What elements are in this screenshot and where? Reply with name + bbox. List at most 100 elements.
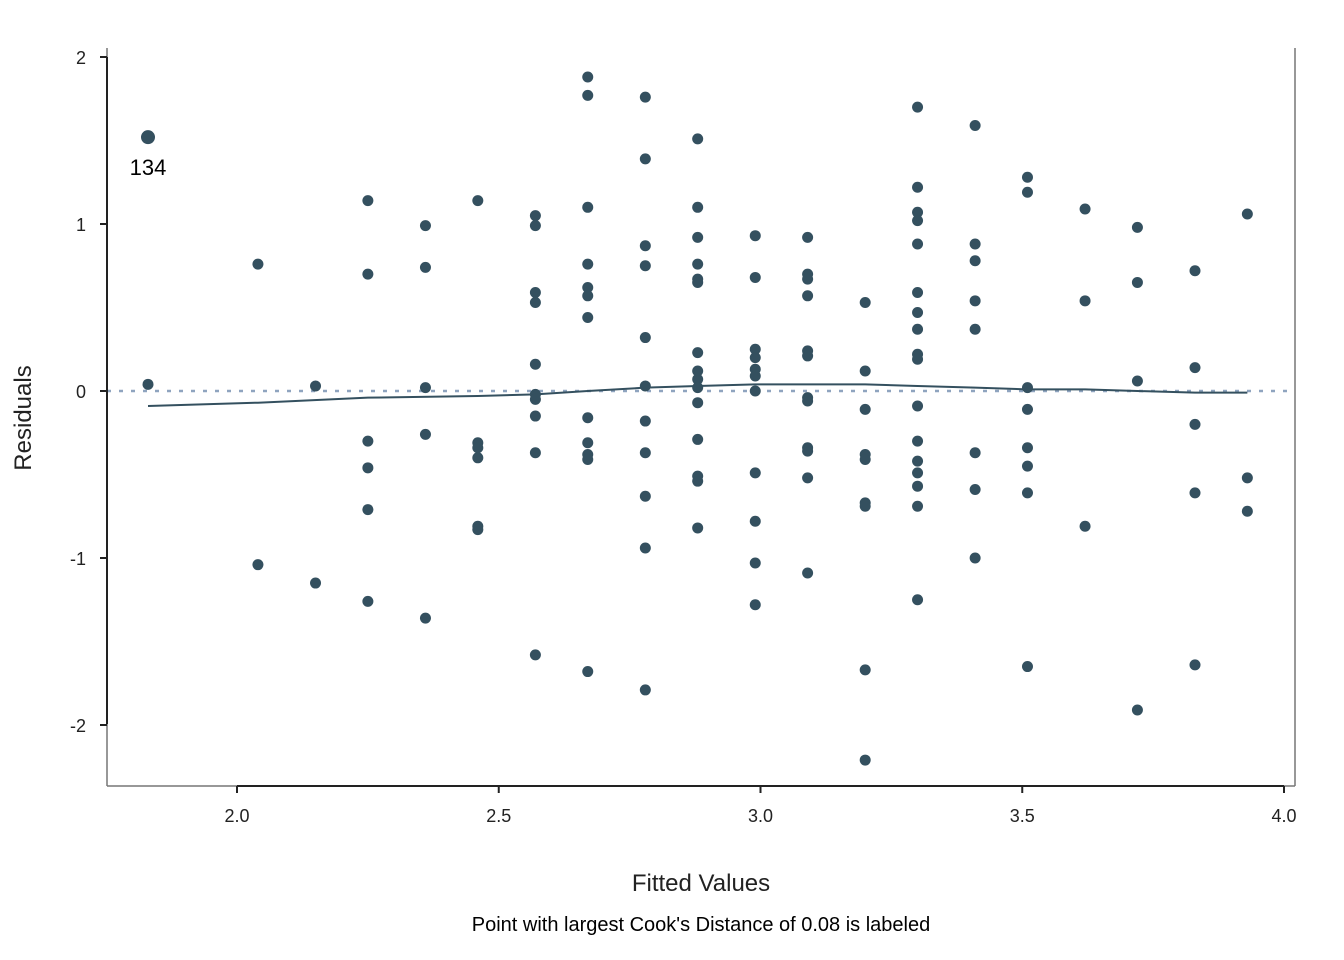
- data-point: [582, 89, 594, 101]
- data-point: [639, 490, 651, 502]
- data-point: [1241, 505, 1253, 517]
- data-point: [639, 447, 651, 459]
- x-tick-label: 2.0: [224, 806, 249, 826]
- data-point: [692, 201, 704, 213]
- y-axis-ticks: 2 1 0 -1 -2: [70, 48, 107, 736]
- x-axis: 2.0 2.5 3.0 3.5 4.0: [224, 785, 1297, 826]
- data-point: [362, 268, 374, 280]
- data-point: [692, 433, 704, 445]
- data-point: [692, 373, 704, 385]
- data-point: [582, 258, 594, 270]
- data-point: [1189, 362, 1201, 374]
- data-point: [1079, 520, 1091, 532]
- data-point: [749, 557, 761, 569]
- data-point: [582, 453, 594, 465]
- data-point: [692, 231, 704, 243]
- data-point: [639, 380, 651, 392]
- data-point: [692, 397, 704, 409]
- data-point: [859, 365, 871, 377]
- data-point: [252, 258, 264, 270]
- x-axis-title: Fitted Values: [632, 870, 770, 897]
- data-point: [912, 435, 924, 447]
- data-point: [419, 612, 431, 624]
- data-point: [1131, 375, 1143, 387]
- data-point: [912, 594, 924, 606]
- data-point: [692, 347, 704, 359]
- data-point: [1189, 487, 1201, 499]
- data-point: [692, 475, 704, 487]
- cooks-distance-point-label: 134: [130, 155, 167, 180]
- data-point: [639, 260, 651, 272]
- data-point: [472, 524, 484, 536]
- data-point: [1241, 208, 1253, 220]
- y-tick-label: -1: [70, 549, 86, 569]
- data-point: [969, 255, 981, 267]
- data-point: [1021, 460, 1033, 472]
- data-point: [969, 552, 981, 564]
- data-point: [969, 484, 981, 496]
- data-point: [1079, 295, 1091, 307]
- data-point: [639, 240, 651, 252]
- data-point: [582, 666, 594, 678]
- data-point: [912, 101, 924, 113]
- data-point: [859, 754, 871, 766]
- data-point: [529, 220, 541, 232]
- data-point: [419, 428, 431, 440]
- data-point: [362, 435, 374, 447]
- labeled-data-point: [141, 130, 156, 145]
- data-point: [1241, 472, 1253, 484]
- data-point: [912, 500, 924, 512]
- data-point: [912, 238, 924, 250]
- x-tick-label: 3.5: [1010, 806, 1035, 826]
- data-point: [310, 577, 322, 589]
- data-point: [912, 480, 924, 492]
- data-point: [1079, 203, 1091, 215]
- data-point: [1131, 221, 1143, 233]
- data-point: [1021, 403, 1033, 415]
- y-tick-label: 1: [76, 215, 86, 235]
- y-tick-label: -2: [70, 716, 86, 736]
- data-point: [639, 332, 651, 344]
- y-tick-label: 2: [76, 48, 86, 68]
- data-point: [310, 380, 322, 392]
- data-point: [419, 261, 431, 273]
- data-point: [419, 382, 431, 394]
- data-point: [969, 447, 981, 459]
- data-point: [639, 684, 651, 696]
- chart-caption: Point with largest Cook's Distance of 0.…: [472, 914, 931, 936]
- data-point: [1189, 418, 1201, 430]
- data-point: [912, 323, 924, 335]
- data-point: [692, 133, 704, 145]
- data-point: [749, 385, 761, 397]
- data-point: [802, 395, 814, 407]
- data-point: [749, 271, 761, 283]
- data-point: [1131, 276, 1143, 288]
- data-point: [472, 452, 484, 464]
- data-point: [969, 238, 981, 250]
- data-point: [582, 290, 594, 302]
- y-axis-title: Residuals: [10, 365, 37, 470]
- data-point: [639, 542, 651, 554]
- data-point: [529, 410, 541, 422]
- data-point: [639, 415, 651, 427]
- data-point: [969, 295, 981, 307]
- data-point: [1021, 171, 1033, 183]
- data-point: [582, 71, 594, 83]
- data-point: [692, 522, 704, 534]
- data-point: [749, 599, 761, 611]
- data-point: [529, 296, 541, 308]
- data-point: [1021, 487, 1033, 499]
- data-point: [912, 206, 924, 218]
- data-point: [639, 91, 651, 103]
- data-point: [692, 276, 704, 288]
- data-point: [749, 343, 761, 355]
- data-point: [969, 323, 981, 335]
- data-point: [749, 352, 761, 364]
- data-point: [859, 500, 871, 512]
- data-point: [419, 220, 431, 232]
- data-point: [1021, 382, 1033, 394]
- data-point: [1021, 661, 1033, 673]
- data-point: [749, 230, 761, 242]
- x-tick-label: 4.0: [1271, 806, 1296, 826]
